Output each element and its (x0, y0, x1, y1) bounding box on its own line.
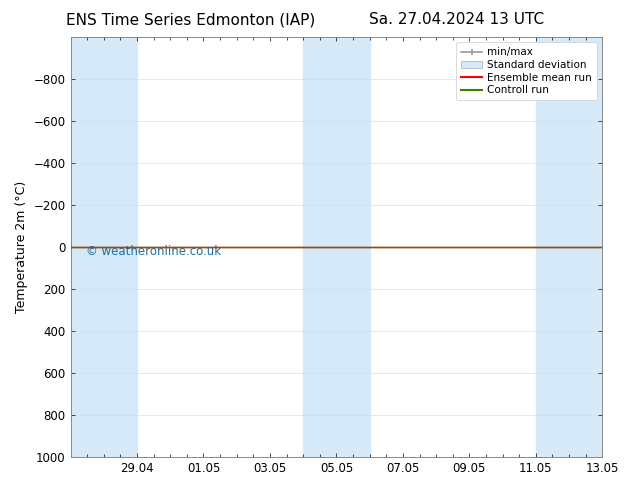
Bar (70, 37, 137, 457)
Text: Sa. 27.04.2024 13 UTC: Sa. 27.04.2024 13 UTC (369, 12, 544, 27)
Legend: min/max, Standard deviation, Ensemble mean run, Controll run: min/max, Standard deviation, Ensemble me… (456, 42, 597, 100)
Text: © weatheronline.co.uk: © weatheronline.co.uk (86, 245, 222, 258)
Text: ENS Time Series Edmonton (IAP): ENS Time Series Edmonton (IAP) (65, 12, 315, 27)
Bar (536, 37, 602, 457)
Bar (303, 37, 370, 457)
Y-axis label: Temperature 2m (°C): Temperature 2m (°C) (15, 181, 28, 313)
